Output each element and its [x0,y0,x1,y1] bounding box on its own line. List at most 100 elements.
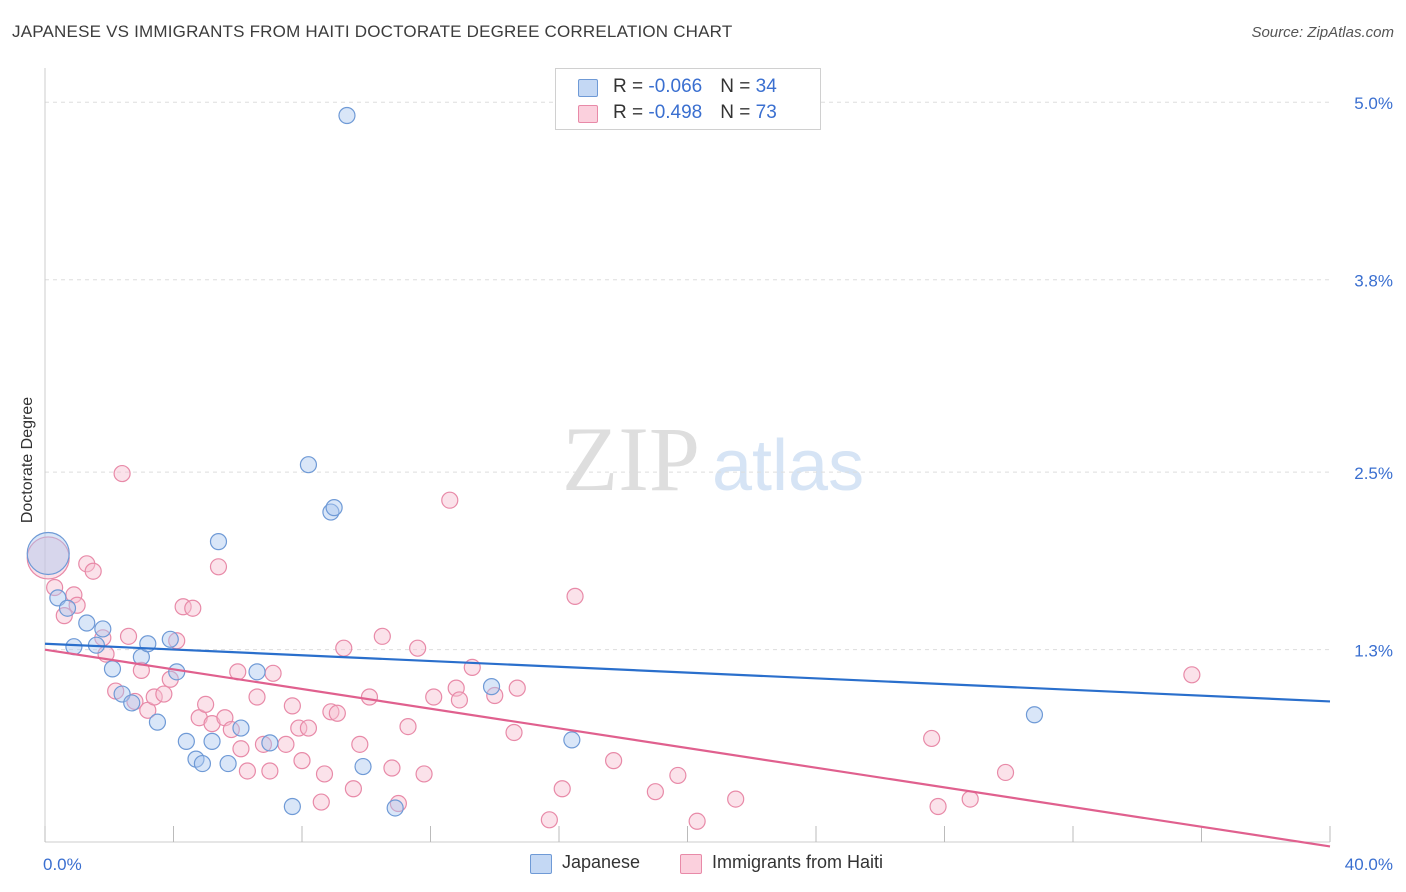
source-label: Source: ZipAtlas.com [1251,24,1394,41]
haiti-point [929,797,947,816]
watermark-atlas: atlas [712,426,864,506]
haiti-point [961,790,979,808]
haiti-point [299,719,318,737]
japanese-point [161,630,179,648]
haiti-point [46,578,64,597]
haiti-point [84,562,102,580]
haiti-point [197,695,215,713]
haiti-point [184,599,202,617]
haiti-point [264,664,282,682]
japanese-point [94,620,112,638]
haiti-point [293,752,311,770]
haiti-point [409,639,427,657]
japanese-point [26,531,70,576]
haiti-point [322,703,340,721]
chart-title: JAPANESE VS IMMIGRANTS FROM HAITI DOCTOR… [12,22,733,41]
haiti-point [553,780,571,798]
r-label: R = [613,102,649,123]
haiti-swatch [578,105,598,123]
haiti-point [383,759,401,777]
n-label: N = [720,76,756,97]
haiti-point [399,717,417,736]
haiti-point [373,627,391,645]
japanese-point [325,499,343,517]
haiti-point [669,766,687,785]
haiti-point [1183,666,1201,684]
x-tick-label: 0.0% [43,855,82,874]
japanese-point [283,797,301,816]
haiti-point [290,719,308,737]
japanese-swatch [530,854,552,874]
haiti-point [312,793,330,811]
haiti-point [254,735,273,753]
haiti-point [132,661,150,679]
r-value: -0.498 [648,102,703,123]
legend-haiti-label: Immigrants from Haiti [712,852,884,872]
r-value: -0.066 [648,76,703,97]
japanese-point [58,599,77,617]
n-value: 34 [755,76,777,97]
japanese-point [123,694,141,712]
japanese-point [386,799,404,817]
japanese-point [203,732,221,750]
haiti-point [450,691,469,709]
japanese-trend-line [44,642,1331,703]
haiti-point [646,783,664,801]
haiti-point [360,688,379,706]
haiti-point [261,762,279,780]
haiti-point [727,790,745,808]
japanese-point [168,663,186,681]
haiti-point [486,686,504,705]
r-label: R = [613,76,649,97]
haiti-point [335,639,353,657]
japanese-point [209,533,228,551]
japanese-point [177,732,195,750]
legend-row-japanese-text: R = -0.066 N = 34 [613,76,777,98]
haiti-point [119,627,138,645]
japanese-point [482,678,501,696]
haiti-point [605,752,623,770]
japanese-point [148,713,167,731]
haiti-point [505,723,523,742]
japanese-point [232,719,250,737]
japanese-point [261,734,279,752]
haiti-point [232,740,250,758]
haiti-point [155,685,173,703]
japanese-point [193,754,212,773]
japanese-swatch [578,79,598,97]
y-axis-label: Doctorate Degree [19,396,36,524]
haiti-point [209,558,228,576]
haiti-point [248,688,266,706]
japanese-point [338,106,356,125]
n-label: N = [720,102,756,123]
haiti-point [344,780,362,798]
x-tick-label: 40.0% [1345,855,1393,874]
japanese-point [354,757,372,776]
japanese-point [103,660,122,678]
haiti-point [283,697,301,715]
y-tick-label: 3.8% [1354,272,1393,291]
haiti-point [425,688,443,706]
correlation-legend: R = -0.066 N = 34 R = -0.498 N = 73 [555,68,821,130]
legend-row-haiti-text: R = -0.498 N = 73 [613,102,777,124]
y-tick-label: 1.3% [1354,642,1393,661]
watermark-zip: ZIP [562,408,700,510]
haiti-point [566,587,584,605]
haiti-point [508,679,526,697]
japanese-point [1025,706,1044,724]
haiti-point [996,763,1015,782]
y-tick-label: 2.5% [1354,464,1393,483]
legend-japanese-label: Japanese [562,852,641,872]
haiti-point [315,765,334,783]
haiti-point [351,735,369,753]
japanese-point [78,614,96,632]
haiti-point [277,735,295,753]
haiti-point [415,765,433,783]
haiti-point [923,729,941,748]
haiti-point [441,491,459,509]
japanese-point [248,663,266,681]
haiti-swatch [680,854,702,874]
y-tick-label: 5.0% [1354,94,1393,113]
haiti-point [328,704,346,722]
